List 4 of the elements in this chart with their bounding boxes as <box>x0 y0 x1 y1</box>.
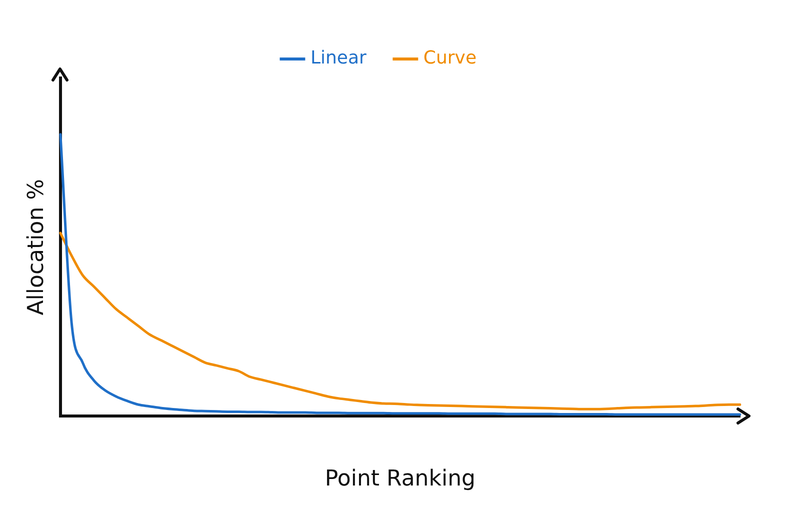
legend-label: Curve <box>423 48 477 69</box>
legend-label: Linear <box>310 48 368 69</box>
x-axis-title: Point Ranking <box>324 466 476 492</box>
y-axis-title: Allocation % <box>24 178 49 316</box>
